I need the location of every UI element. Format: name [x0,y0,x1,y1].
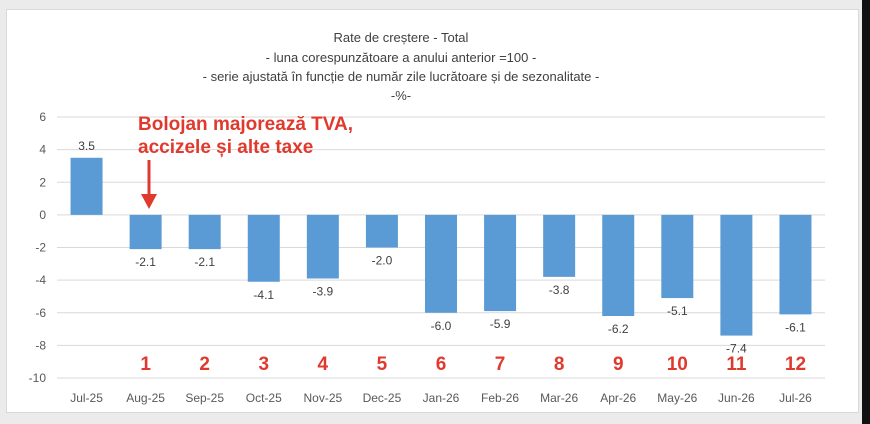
y-tick-label: -6 [35,306,46,320]
bar [661,214,694,299]
y-tick-label: -10 [29,371,47,385]
y-tick-label: 0 [39,208,46,222]
month-number: 9 [613,354,624,375]
data-label: 3.5 [78,139,95,153]
bar [70,157,103,215]
month-numbers: 1 2 3 4 5 6 7 8 9 10 11 12 [140,354,806,375]
month-number: 4 [318,354,329,375]
annotation-line-2: accizele și alte taxe [138,137,313,158]
data-label: -2.1 [135,255,156,269]
bar [188,214,221,250]
y-tick-label: -8 [35,338,46,352]
y-axis: 6 4 2 0 -2 -4 -6 -8 -10 [29,110,47,385]
month-number: 5 [377,354,388,375]
x-tick-label: Apr-26 [600,391,636,405]
x-tick-label: Jan-26 [423,391,460,405]
chart-subtitle-2: - serie ajustată în funcție de număr zil… [203,69,600,84]
annotation-arrow [141,160,157,209]
data-label: -2.1 [194,255,215,269]
bar [306,214,339,279]
data-label: -6.1 [785,320,806,334]
data-label: -5.1 [667,304,688,318]
month-number: 1 [140,354,151,375]
x-axis: Jul-25 Aug-25 Sep-25 Oct-25 Nov-25 Dec-25 Jan-… [70,391,812,405]
x-tick-label: Mar-26 [540,391,578,405]
x-tick-label: May-26 [657,391,697,405]
month-number: 2 [199,354,210,375]
month-number: 10 [667,354,688,375]
bar [779,214,812,315]
x-tick-label: Feb-26 [481,391,519,405]
screen-edge [862,0,870,424]
data-label: -6.2 [608,322,629,336]
bar [543,214,576,277]
month-number: 12 [785,354,806,375]
x-tick-label: Oct-25 [246,391,282,405]
data-label: -5.9 [490,317,511,331]
month-number: 7 [495,354,506,375]
y-tick-label: 2 [39,175,46,189]
bar [365,214,398,248]
month-number: 8 [554,354,565,375]
month-number: 3 [258,354,269,375]
data-label: -3.8 [549,283,570,297]
data-label: -7.4 [726,342,747,356]
data-label: -3.9 [313,284,334,298]
x-tick-label: Nov-25 [304,391,343,405]
x-tick-label: Aug-25 [126,391,165,405]
x-tick-label: Jul-25 [70,391,103,405]
x-tick-label: Sep-25 [185,391,224,405]
chart-title: Rate de creștere - Total [334,30,469,45]
bar [484,214,517,312]
bar [720,214,753,336]
y-tick-label: -2 [35,241,46,255]
bar [602,214,635,317]
y-tick-label: 4 [39,143,46,157]
month-number: 6 [436,354,447,375]
bar [129,214,162,250]
month-number: 11 [726,354,747,375]
chart-subtitle-1: - luna corespunzătoare a anului anterior… [266,50,537,65]
y-tick-label: -4 [35,273,46,287]
annotation-line-1: Bolojan majorează TVA, [138,114,353,135]
x-tick-label: Jun-26 [718,391,755,405]
y-tick-label: 6 [39,110,46,124]
data-label: -2.0 [372,254,393,268]
chart-unit: -%- [391,88,411,103]
bar [247,214,280,282]
x-tick-label: Dec-25 [363,391,402,405]
data-label: -4.1 [253,288,274,302]
x-tick-label: Jul-26 [779,391,812,405]
bars [70,157,812,336]
bar [425,214,457,313]
value-labels: 3.5 -2.1 -2.1 -4.1 -3.9 -2.0 -6.0 -5.9 -3.8 -6.2 -… [78,139,806,356]
data-label: -6.0 [431,319,452,333]
